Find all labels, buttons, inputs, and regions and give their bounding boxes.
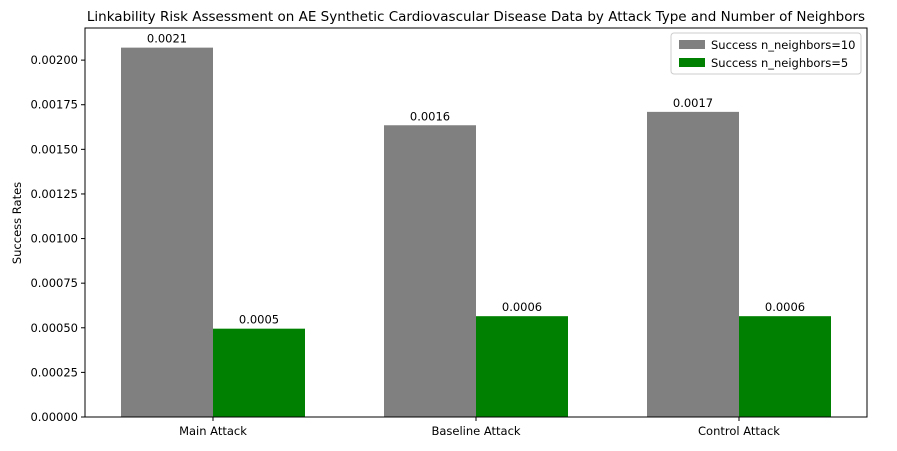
bar (739, 316, 831, 417)
bar-value-label: 0.0006 (765, 300, 805, 314)
legend-box (670, 32, 862, 75)
legend-entry-label: Success n_neighbors=5 (711, 56, 848, 70)
bar-value-label: 0.0017 (673, 96, 713, 110)
y-tick-label: 0.00050 (30, 321, 78, 335)
y-tick-label: 0.00200 (30, 53, 78, 67)
y-tick-label: 0.00100 (30, 232, 78, 246)
bar (476, 316, 568, 417)
y-tick-label: 0.00150 (30, 142, 78, 156)
y-axis-ticks: 0.00000 0.00025 0.00050 0.00075 0.00100 0.001… (30, 53, 85, 424)
legend-swatch (679, 58, 705, 67)
bar-value-label: 0.0006 (502, 300, 542, 314)
chart-title: Linkability Risk Assessment on AE Synthe… (87, 9, 865, 25)
bar (121, 47, 213, 417)
bar (647, 111, 739, 417)
y-tick-label: 0.00175 (30, 98, 78, 112)
y-tick-label: 0.00025 (30, 365, 78, 379)
x-axis-ticks: Main Attack Baseline Attack Control Attack (179, 417, 780, 438)
bar-value-label: 0.0021 (147, 32, 187, 46)
data-labels-group: 0.0021 0.0005 0.0016 0.0006 0.0017 0.0006 (147, 32, 805, 327)
y-axis-label: Success Rates (10, 182, 24, 264)
bar (384, 125, 476, 417)
x-tick-label: Baseline Attack (431, 424, 520, 438)
bar (213, 328, 305, 417)
y-tick-label: 0.00000 (30, 410, 78, 424)
x-tick-label: Main Attack (179, 424, 247, 438)
plot-frame (84, 27, 868, 418)
legend-entry-label: Success n_neighbors=10 (711, 38, 855, 52)
bar-value-label: 0.0016 (410, 109, 450, 123)
bars-group (121, 47, 831, 417)
bar-value-label: 0.0005 (239, 313, 279, 327)
legend-swatch (679, 40, 705, 49)
x-tick-label: Control Attack (698, 424, 780, 438)
y-tick-label: 0.00075 (30, 276, 78, 290)
y-tick-label: 0.00125 (30, 187, 78, 201)
legend: Success n_neighbors=10 Success n_neighbor… (670, 32, 862, 75)
